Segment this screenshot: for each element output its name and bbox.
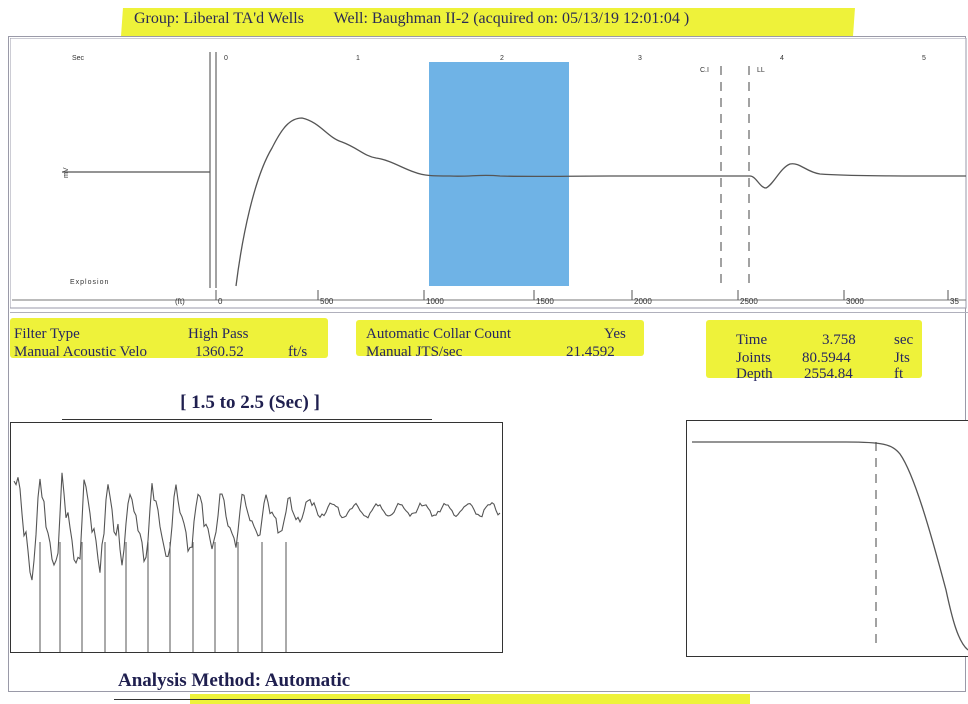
filtered-trace-border <box>11 423 503 653</box>
analysis-range-label: [ 1.5 to 2.5 (Sec) ] <box>0 392 500 414</box>
collar-count-value: Yes <box>604 326 626 343</box>
jts-per-sec-value: 21.4592 <box>566 344 615 361</box>
ft-tick-label: 3000 <box>846 297 864 306</box>
ft-tick-label: 500 <box>320 297 334 306</box>
time-label: Time <box>736 332 767 349</box>
acoustic-velocity-unit: ft/s <box>288 344 307 361</box>
filter-response-chart <box>686 420 968 658</box>
ft-tick-label: 1000 <box>426 297 444 306</box>
filter-response-border <box>687 421 968 657</box>
sec-tick-label: 1 <box>356 55 360 62</box>
joints-unit: Jts <box>894 350 910 367</box>
sec-tick-label: 3 <box>638 55 642 62</box>
filter-type-value: High Pass <box>188 326 248 343</box>
acoustic-velocity-label: Manual Acoustic Velo <box>14 344 147 361</box>
selection-window[interactable] <box>429 62 569 286</box>
jts-per-sec-label: Manual JTS/sec <box>366 344 462 361</box>
well-label: Well: Baughman II-2 (acquired on: 05/13/… <box>334 10 690 27</box>
filter-type-label: Filter Type <box>14 326 80 343</box>
ft-tick-label: 2000 <box>634 297 652 306</box>
header-title: Group: Liberal TA'd Wells Well: Baughman… <box>134 10 689 28</box>
method-underline <box>114 699 470 700</box>
marker-label-ll: LL <box>757 67 765 74</box>
filtered-trace-chart[interactable] <box>10 422 504 654</box>
acoustic-velocity-value: 1360.52 <box>195 344 244 361</box>
depth-label: Depth <box>736 366 773 383</box>
sec-tick-label: 0 <box>224 55 228 62</box>
joints-value: 80.5944 <box>802 350 851 367</box>
joints-label: Joints <box>736 350 771 367</box>
sec-tick-label: 2 <box>500 55 504 62</box>
analysis-method-label: Analysis Method: Automatic <box>118 670 350 692</box>
marker-label-ci: C.I <box>700 67 709 74</box>
collar-count-label: Automatic Collar Count <box>366 326 511 343</box>
ft-tick-label: 35 <box>950 297 959 306</box>
explosion-label: Explosion <box>70 279 109 286</box>
ft-tick-label: 0 <box>218 297 223 306</box>
depth-unit: ft <box>894 366 903 383</box>
ft-axis-unit: (ft) <box>175 297 185 306</box>
sec-tick-label: 5 <box>922 55 926 62</box>
time-value: 3.758 <box>822 332 856 349</box>
depth-value: 2554.84 <box>804 366 853 383</box>
range-underline <box>62 419 432 420</box>
time-unit: sec <box>894 332 913 349</box>
group-label: Group: Liberal TA'd Wells <box>134 10 304 27</box>
ft-tick-label: 2500 <box>740 297 758 306</box>
section-divider <box>10 312 968 313</box>
sec-label: Sec <box>72 55 85 62</box>
sec-tick-label: 4 <box>780 55 784 62</box>
ft-tick-label: 1500 <box>536 297 554 306</box>
